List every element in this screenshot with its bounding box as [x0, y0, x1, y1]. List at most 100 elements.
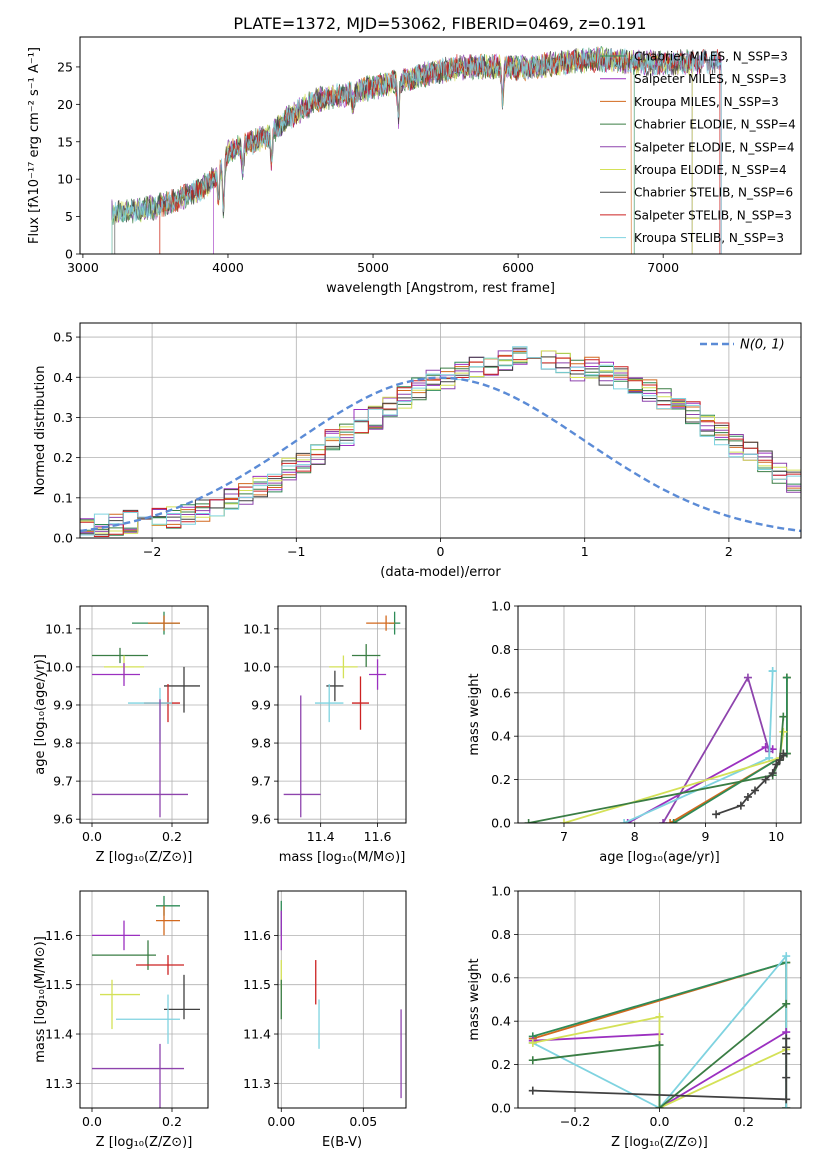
mass-weight-vs-z-series-marker	[782, 1034, 791, 1043]
mass-vs-ebv-ytick-label: 11.3	[243, 1076, 271, 1091]
normal-reference-curve	[80, 376, 801, 533]
mass-weight-vs-age-series-marker	[659, 819, 668, 823]
residuals-xtick-label: 1	[581, 544, 589, 559]
residuals-chart: −2 −1 0 1 2 0.0 0.1 0.2 0.3 0.4 0.5 (data-model)/er…	[33, 322, 802, 580]
residuals-legend-label: N(0, 1)	[740, 338, 785, 353]
mass-weight-vs-age-ytick-label: 0.4	[491, 729, 511, 744]
residuals-frame	[79, 322, 802, 539]
mass-weight-vs-age-xtick-label: 7	[560, 829, 568, 844]
spectrum-legend-label: Salpeter MILES, N_SSP=3	[634, 72, 787, 86]
mass-weight-vs-z-series-marker	[655, 1104, 664, 1108]
mass-vs-ebv-ytick-label: 11.6	[243, 928, 271, 943]
mass-weight-vs-z-series-marker	[782, 999, 791, 1008]
spectrum-ylabel: Flux [fλ10⁻¹⁷ erg cm⁻² s⁻¹ A⁻¹]	[27, 47, 42, 244]
residuals-ytick-label: 0.3	[53, 410, 73, 425]
spectrum-ytick-label: 15	[57, 134, 73, 149]
spectrum-plot-area	[111, 46, 722, 254]
residual-histogram-series	[80, 357, 801, 532]
age-vs-mass-xtick-label: 11.6	[364, 829, 392, 844]
mass-weight-vs-z-series-marker	[782, 1043, 791, 1052]
mass-vs-z-ylabel: mass [log₁₀(M/M⊙)]	[33, 936, 48, 1063]
age-vs-z-ylabel: age [log₁₀(age/yr)]	[33, 654, 48, 775]
spectrum-legend-label: Salpeter ELODIE, N_SSP=4	[634, 140, 795, 154]
mass-vs-ebv-xtick-label: 0.00	[267, 1114, 295, 1129]
mass-weight-vs-age-ytick-label: 0.2	[491, 772, 511, 787]
age-vs-z-chart: 0.0 0.2 9.6 9.7 9.8 9.9 10.0 10.1 Z [log₁₀(Z/Z⊙)…	[33, 605, 209, 865]
spectrum-legend-label: Kroupa ELODIE, N_SSP=4	[634, 163, 787, 177]
age-vs-mass-ytick-label: 9.7	[251, 774, 271, 789]
residuals-xtick-label: 0	[437, 544, 445, 559]
mass-weight-vs-age-series-marker	[620, 819, 629, 823]
mass-weight-vs-z-series-marker	[782, 1073, 791, 1082]
age-vs-z-plot-area	[92, 611, 200, 818]
charts-group: 3000 4000 5000 6000 70000510152025wavelength…	[27, 36, 802, 1150]
spectrum-legend-label: Chabrier MILES, N_SSP=3	[634, 50, 788, 64]
mass-weight-vs-z-series-marker	[782, 1095, 791, 1104]
age-vs-mass-frame	[277, 605, 407, 824]
spectrum-ytick-label: 25	[57, 59, 73, 74]
mass-weight-vs-z-xtick-label: −0.2	[560, 1114, 590, 1129]
mass-weight-vs-age-ytick-label: 0.0	[491, 816, 511, 831]
spectrum-legend-label: Salpeter STELIB, N_SSP=3	[634, 208, 792, 222]
mass-weight-vs-z-ytick-label: 0.2	[491, 1057, 511, 1072]
mass-vs-ebv-xlabel: E(B-V)	[322, 1135, 362, 1150]
residuals-ytick-label: 0.4	[53, 370, 73, 385]
residuals-ytick-label: 0.2	[53, 450, 73, 465]
mass-weight-vs-age-series-marker	[559, 819, 568, 823]
mass-weight-vs-age-series-marker	[666, 819, 675, 823]
residuals-ytick-label: 0.5	[53, 330, 73, 345]
mass-vs-ebv-ytick-label: 11.5	[243, 977, 271, 992]
mass-vs-z-xtick-label: 0.0	[82, 1114, 102, 1129]
spectrum-legend-label: Kroupa MILES, N_SSP=3	[634, 95, 779, 109]
residuals-ylabel: Normed distribution	[33, 366, 48, 496]
mass-weight-vs-age-series-marker	[751, 786, 760, 795]
mass-weight-vs-age-ytick-label: 0.6	[491, 685, 511, 700]
mass-weight-vs-z-series-marker	[782, 1104, 791, 1108]
spectrum-model-line	[111, 46, 635, 254]
age-vs-z-ytick-label: 10.1	[45, 621, 73, 636]
residuals-ytick-label: 0.1	[53, 490, 73, 505]
age-vs-z-ytick-label: 9.7	[53, 774, 73, 789]
residual-histogram-series	[80, 346, 801, 536]
mass-weight-vs-z-ytick-label: 0.0	[491, 1101, 511, 1116]
mass-weight-vs-z-ytick-label: 0.6	[491, 970, 511, 985]
spectrum-ytick-label: 0	[65, 247, 73, 262]
spectrum-legend-label: Chabrier ELODIE, N_SSP=4	[634, 118, 796, 132]
mass-weight-vs-z-ylabel: mass weight	[467, 958, 482, 1040]
mass-weight-vs-z-series-marker	[782, 952, 791, 961]
mass-weight-vs-z-series-marker	[655, 1012, 664, 1021]
mass-weight-vs-z-ytick-label: 1.0	[491, 884, 511, 899]
spectrum-xtick-label: 7000	[647, 260, 679, 275]
age-vs-z-ytick-label: 10.0	[45, 659, 73, 674]
spectrum-xtick-label: 6000	[502, 260, 534, 275]
spectrum-xtick-label: 5000	[357, 260, 389, 275]
age-vs-mass-ytick-label: 9.8	[251, 736, 271, 751]
mass-weight-vs-age-xtick-label: 9	[702, 829, 710, 844]
mass-weight-vs-age-series-marker	[743, 673, 752, 682]
mass-vs-ebv-xtick-label: 0.05	[349, 1114, 377, 1129]
age-vs-mass-plot-area	[283, 611, 401, 818]
spectrum-xtick-label: 4000	[212, 260, 244, 275]
age-vs-mass-ytick-label: 9.6	[251, 812, 271, 827]
mass-weight-vs-age-series-marker	[768, 769, 777, 778]
mass-vs-z-xtick-label: 0.2	[162, 1114, 182, 1129]
mass-weight-vs-z-xtick-label: 0.0	[650, 1114, 670, 1129]
mass-weight-vs-z-chart: −0.2 0.0 0.2 0.0 0.2 0.4 0.6 0.8 1.0 Z [log₁₀(Z/Z…	[467, 884, 802, 1150]
mass-weight-vs-age-ytick-label: 0.8	[491, 642, 511, 657]
mass-vs-z-chart: 0.0 0.2 11.3 11.4 11.5 11.6 Z [log₁₀(Z/Z⊙)] mas…	[33, 890, 209, 1150]
mass-vs-z-ytick-label: 11.3	[45, 1076, 73, 1091]
mass-weight-vs-z-frame	[517, 890, 802, 1109]
mass-weight-vs-z-series-marker	[655, 1041, 664, 1050]
mass-weight-vs-z-xlabel: Z [log₁₀(Z/Z⊙)]	[611, 1135, 708, 1150]
mass-weight-vs-age-xtick-label: 10	[768, 829, 784, 844]
mass-weight-vs-age-series-marker	[779, 727, 788, 736]
mass-weight-vs-age-series-marker	[736, 801, 745, 810]
mass-weight-vs-z-series-marker	[528, 1056, 537, 1065]
age-vs-mass-xtick-label: 11.4	[307, 829, 335, 844]
mass-vs-z-xlabel: Z [log₁₀(Z/Z⊙)]	[96, 1135, 193, 1150]
age-vs-z-xtick-label: 0.2	[162, 829, 182, 844]
residual-histogram-series	[80, 352, 801, 536]
mass-vs-ebv-chart: 0.00 0.05 11.3 11.4 11.5 11.6 E(B-V)	[243, 890, 407, 1150]
age-vs-z-ytick-label: 9.6	[53, 812, 73, 827]
